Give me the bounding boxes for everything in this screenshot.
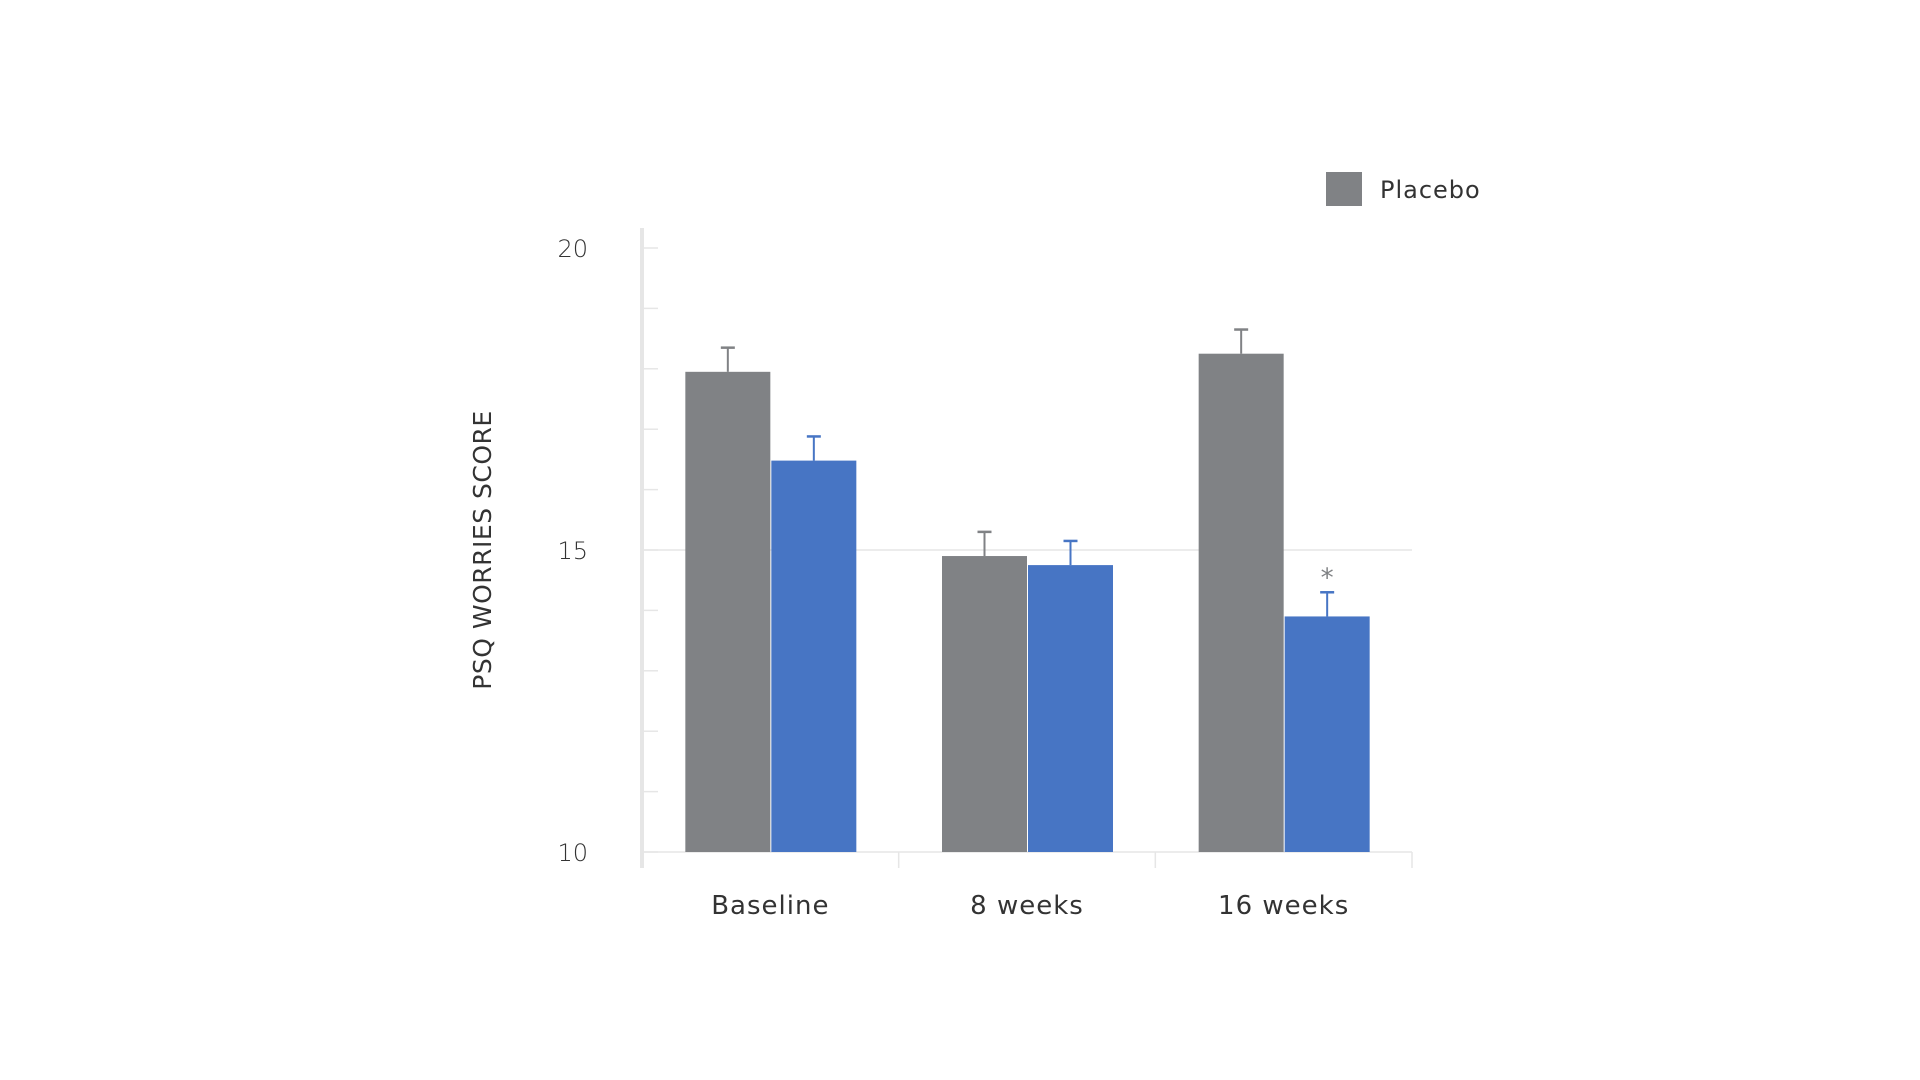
y-tick-label: 15 [557, 537, 588, 565]
bar-placebo [942, 556, 1027, 852]
x-category-label: 16 weeks [1218, 891, 1349, 921]
y-tick-label: 10 [557, 839, 588, 867]
x-category-label: 8 weeks [970, 891, 1084, 921]
bar-treatment [1028, 565, 1113, 852]
y-axis-title: PSQ WORRIES SCORE [468, 410, 497, 689]
legend: Placebo [1326, 172, 1481, 206]
bar-placebo [1198, 353, 1284, 852]
label-layer: 10 15 20 PSQ WORRIES SCORE Baseline 8 weeks 16… [468, 235, 1349, 921]
y-tick-label: 20 [557, 235, 588, 263]
bar-treatment [1284, 616, 1370, 852]
x-category-label: Baseline [711, 891, 829, 921]
significance-marker: * [1321, 563, 1334, 593]
bar-treatment [771, 460, 857, 852]
legend-label: Placebo [1380, 176, 1481, 204]
bar-placebo [685, 371, 771, 852]
bar-layer [685, 328, 1370, 852]
legend-swatch [1326, 172, 1362, 206]
